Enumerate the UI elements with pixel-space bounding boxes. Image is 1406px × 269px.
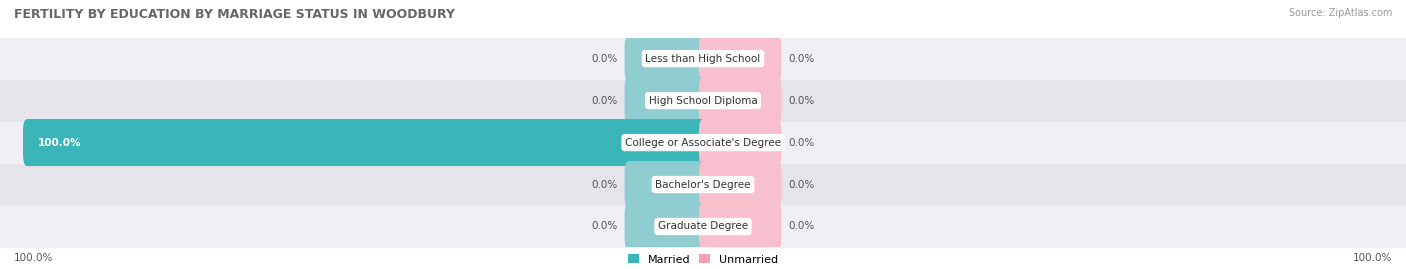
Bar — [0, 206, 1406, 247]
Bar — [0, 80, 1406, 122]
FancyBboxPatch shape — [699, 119, 782, 166]
Text: 0.0%: 0.0% — [789, 95, 814, 106]
Bar — [0, 122, 1406, 164]
Text: 100.0%: 100.0% — [38, 137, 82, 148]
FancyBboxPatch shape — [624, 35, 707, 82]
FancyBboxPatch shape — [624, 77, 707, 124]
Text: 0.0%: 0.0% — [789, 221, 814, 232]
Text: 0.0%: 0.0% — [592, 95, 617, 106]
Text: High School Diploma: High School Diploma — [648, 95, 758, 106]
Text: 0.0%: 0.0% — [789, 54, 814, 64]
Bar — [0, 38, 1406, 80]
Text: Graduate Degree: Graduate Degree — [658, 221, 748, 232]
Text: 100.0%: 100.0% — [14, 253, 53, 263]
FancyBboxPatch shape — [699, 77, 782, 124]
Text: 0.0%: 0.0% — [789, 179, 814, 190]
Bar — [0, 164, 1406, 206]
Text: College or Associate's Degree: College or Associate's Degree — [626, 137, 780, 148]
Text: Bachelor's Degree: Bachelor's Degree — [655, 179, 751, 190]
Text: 0.0%: 0.0% — [789, 137, 814, 148]
FancyBboxPatch shape — [699, 203, 782, 250]
FancyBboxPatch shape — [699, 161, 782, 208]
Legend: Married, Unmarried: Married, Unmarried — [623, 250, 783, 269]
FancyBboxPatch shape — [699, 35, 782, 82]
Text: 0.0%: 0.0% — [592, 54, 617, 64]
FancyBboxPatch shape — [624, 203, 707, 250]
FancyBboxPatch shape — [624, 161, 707, 208]
Text: Less than High School: Less than High School — [645, 54, 761, 64]
Text: 0.0%: 0.0% — [592, 179, 617, 190]
FancyBboxPatch shape — [22, 119, 707, 166]
Text: FERTILITY BY EDUCATION BY MARRIAGE STATUS IN WOODBURY: FERTILITY BY EDUCATION BY MARRIAGE STATU… — [14, 8, 456, 21]
Text: 100.0%: 100.0% — [1353, 253, 1392, 263]
Text: Source: ZipAtlas.com: Source: ZipAtlas.com — [1288, 8, 1392, 18]
Text: 0.0%: 0.0% — [592, 221, 617, 232]
